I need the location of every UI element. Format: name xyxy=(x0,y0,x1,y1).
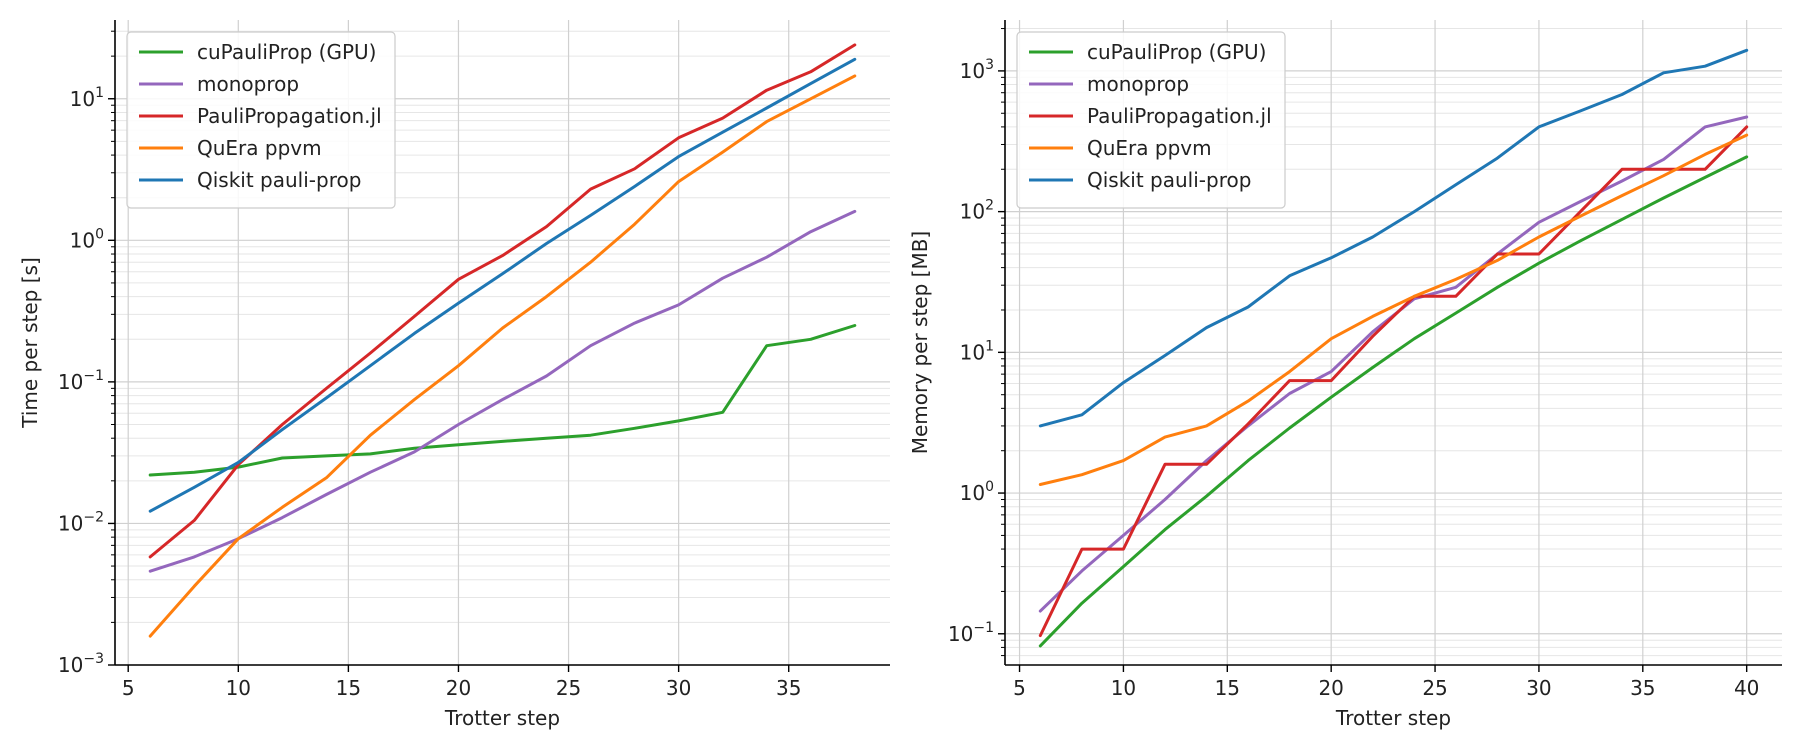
right-x-tick-label: 35 xyxy=(1630,676,1655,700)
right-x-tick-label: 20 xyxy=(1318,676,1343,700)
right-y-tick-label: 102 xyxy=(960,198,994,224)
left-series-qiskit-pauli-prop xyxy=(148,57,857,513)
right-x-tick-label: 15 xyxy=(1215,676,1240,700)
right-x-tick-label: 10 xyxy=(1111,676,1136,700)
left-y-tick-label: 10−2 xyxy=(58,509,104,535)
right-x-axis-title: Trotter step xyxy=(1335,706,1451,730)
right-legend: cuPauliProp (GPU) monoprop PauliPropagatio… xyxy=(1016,31,1286,209)
left-x-tick-label: 20 xyxy=(446,676,471,700)
left-legend-label: PauliPropagation.jl xyxy=(197,104,382,128)
left-legend-label: monoprop xyxy=(197,72,299,96)
left-series-paulipropagation-jl xyxy=(148,43,857,559)
left-legend-label: QuEra ppvm xyxy=(197,136,322,160)
left-x-tick-label: 35 xyxy=(776,676,801,700)
right-x-tick-label: 40 xyxy=(1734,676,1759,700)
left-series-quera-ppvm xyxy=(148,74,857,638)
right-legend-label: PauliPropagation.jl xyxy=(1087,104,1272,128)
right-legend-label: QuEra ppvm xyxy=(1087,136,1212,160)
left-y-axis-title: Time per step [s] xyxy=(18,257,42,429)
left-series-monoprop xyxy=(148,209,857,573)
right-legend-label: cuPauliProp (GPU) xyxy=(1087,40,1266,64)
left-x-axis-title: Trotter step xyxy=(444,706,560,730)
left-legend-box xyxy=(126,31,396,209)
right-y-tick-label: 101 xyxy=(960,338,994,364)
right-x-tick-label: 5 xyxy=(1013,676,1026,700)
left-legend: cuPauliProp (GPU) monoprop PauliPropagatio… xyxy=(126,31,396,209)
left-x-tick-label: 30 xyxy=(666,676,691,700)
left-legend-label: cuPauliProp (GPU) xyxy=(197,40,376,64)
right-y-tick-label: 100 xyxy=(960,479,994,505)
right-series-paulipropagation-jl xyxy=(1038,125,1749,638)
left-y-tick-label: 101 xyxy=(70,85,104,111)
right-x-tick-label: 25 xyxy=(1422,676,1447,700)
right-y-tick-label: 103 xyxy=(960,57,994,83)
right-series-quera-ppvm xyxy=(1038,133,1749,486)
left-x-tick-label: 25 xyxy=(556,676,581,700)
left-y-tick-label: 10−1 xyxy=(58,368,104,394)
left-x-tick-label: 10 xyxy=(226,676,251,700)
right-x-tick-label: 30 xyxy=(1526,676,1551,700)
right-series-cupauliprop-gpu xyxy=(1038,155,1749,648)
right-series-qiskit-pauli-prop xyxy=(1038,48,1749,428)
left-legend-label: Qiskit pauli-prop xyxy=(197,168,361,192)
left-series-cupauliprop-gpu xyxy=(148,324,857,477)
left-y-tick-label: 100 xyxy=(70,226,104,252)
left-x-tick-label: 15 xyxy=(336,676,361,700)
right-y-tick-label: 10−1 xyxy=(948,620,994,646)
left-x-tick-label: 5 xyxy=(122,676,135,700)
left-y-tick-label: 10−3 xyxy=(58,651,104,677)
right-legend-label: Qiskit pauli-prop xyxy=(1087,168,1251,192)
right-legend-label: monoprop xyxy=(1087,72,1189,96)
right-plot: 10−1 100 101 102 103 5 10 15 20 25 30 35 40 Trotter s… xyxy=(908,20,1782,730)
right-legend-box xyxy=(1016,31,1286,209)
right-y-axis-title: Memory per step [MB] xyxy=(908,231,932,454)
